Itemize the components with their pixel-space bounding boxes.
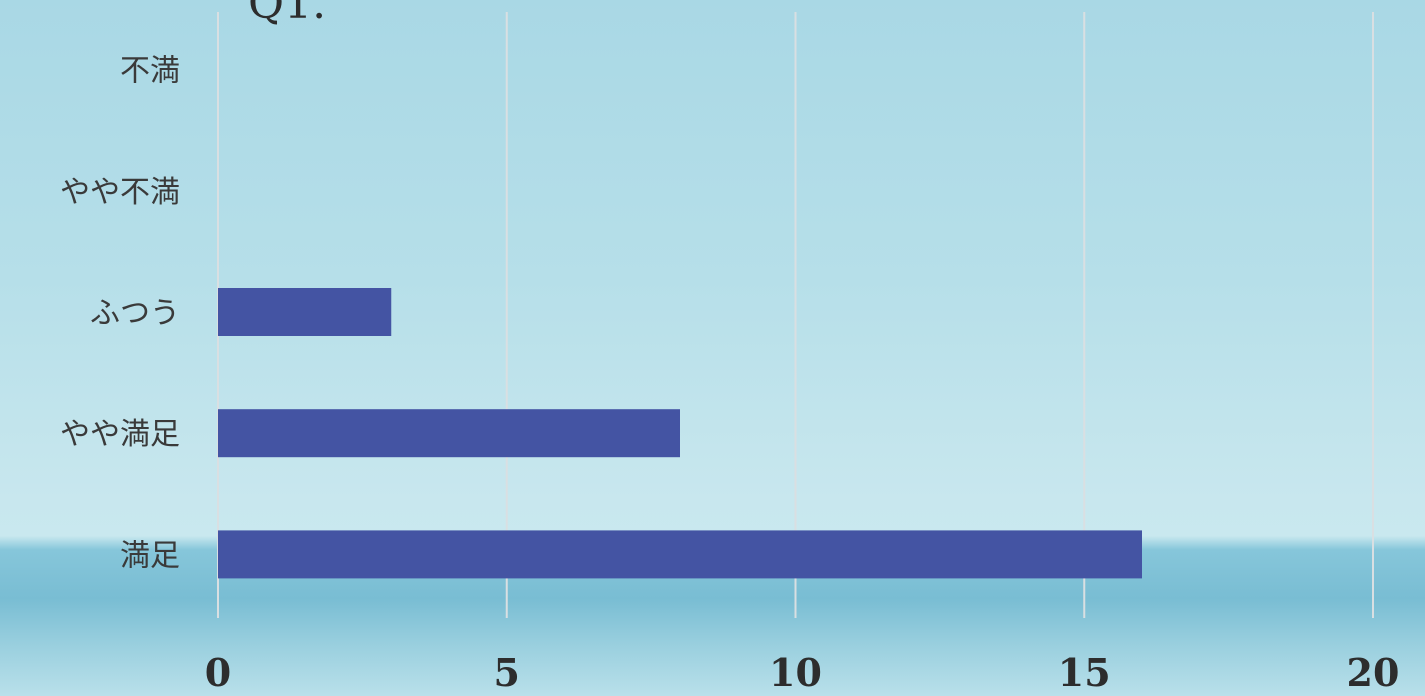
bar-5 <box>218 530 1142 579</box>
bar-3 <box>218 288 392 336</box>
grid-lines <box>217 12 1374 618</box>
category-label-4: やや満足 <box>60 417 180 452</box>
x-tick-label-20: 20 <box>1347 650 1400 695</box>
x-tick-label-5: 5 <box>494 650 520 695</box>
category-label-3: ふつう <box>90 296 180 331</box>
category-label-1: 不満 <box>120 54 180 89</box>
category-label-5: 満足 <box>120 538 180 573</box>
chart-title: Q1. <box>248 0 326 29</box>
x-tick-label-15: 15 <box>1058 650 1111 695</box>
x-axis-tick-labels: 0 5 10 15 20 <box>205 650 1400 695</box>
x-tick-label-0: 0 <box>205 650 231 695</box>
category-label-2: やや不満 <box>60 175 180 210</box>
bars <box>218 288 1142 579</box>
bar-4 <box>218 409 680 458</box>
x-tick-label-10: 10 <box>769 650 822 695</box>
